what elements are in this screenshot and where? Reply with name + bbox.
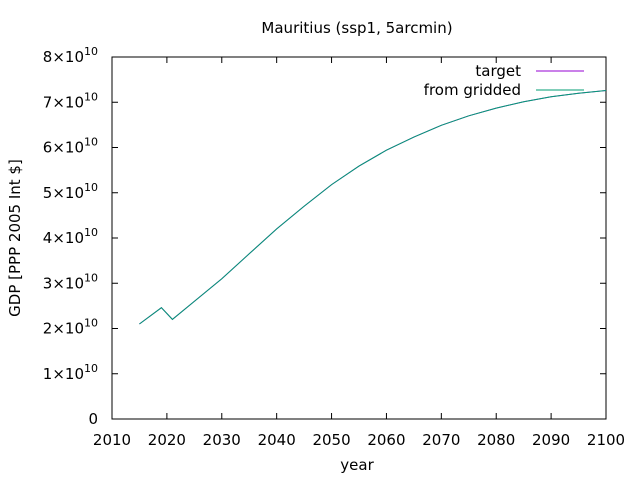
y-tick-label: 4×1010 [43, 226, 98, 247]
x-tick-label: 2070 [422, 431, 460, 449]
x-tick-label: 2080 [477, 431, 515, 449]
y-axis-label: GDP [PPP 2005 Int $] [6, 159, 24, 317]
x-tick-label: 2030 [203, 431, 241, 449]
x-tick-label: 2090 [532, 431, 570, 449]
x-tick-label: 2020 [148, 431, 186, 449]
y-tick-label: 2×1010 [43, 317, 98, 338]
y-axis: 0 1×1010 2×1010 3×1010 4×1010 5×1010 6×1010 7×1… [43, 45, 606, 428]
y-tick-label: 1×1010 [43, 362, 98, 383]
x-tick-label: 2050 [312, 431, 350, 449]
y-tick-label: 6×1010 [43, 136, 98, 157]
series-layer [139, 90, 607, 325]
y-tick-label: 0 [88, 410, 98, 428]
y-tick-label: 7×1010 [43, 90, 98, 111]
x-tick-label: 2040 [258, 431, 296, 449]
x-tick-label: 2100 [587, 431, 625, 449]
series-line-from-gridded [139, 90, 607, 325]
legend-label: target [475, 62, 521, 80]
x-tick-label: 2010 [93, 431, 131, 449]
y-tick-label: 3×1010 [43, 271, 98, 292]
plot-frame [111, 56, 607, 420]
y-tick-label: 8×1010 [43, 45, 98, 66]
x-axis-label: year [340, 456, 374, 474]
legend-label: from gridded [424, 81, 521, 99]
plot-area [111, 56, 607, 420]
x-axis: 2010 2020 2030 2040 2050 2060 2070 2080 2090 2100 [93, 57, 625, 449]
y-tick-label: 5×1010 [43, 181, 98, 202]
chart-title: Mauritius (ssp1, 5arcmin) [261, 19, 452, 37]
x-tick-label: 2060 [367, 431, 405, 449]
